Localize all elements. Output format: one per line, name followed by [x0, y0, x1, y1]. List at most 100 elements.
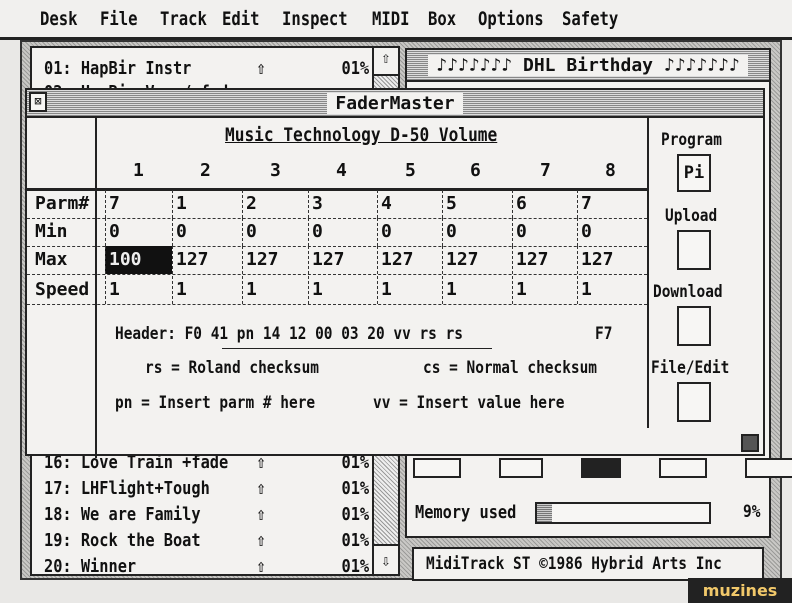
track-percent: 01% [341, 452, 370, 473]
program-label: Program [661, 130, 722, 150]
column-header: 8 [605, 160, 616, 181]
menu-track[interactable]: Track [160, 8, 207, 30]
value-cell[interactable]: 1 [105, 276, 172, 304]
track-row[interactable]: 17: LHFlight+Tough ⇧ 01% [44, 478, 369, 499]
value-cell[interactable]: 0 [242, 218, 308, 246]
menu-edit[interactable]: Edit [222, 8, 260, 30]
file-edit-button[interactable] [677, 382, 711, 422]
menu-safety[interactable]: Safety [562, 8, 619, 30]
fadermaster-window: ⊠ FaderMaster Music Technology D-50 Volu… [25, 88, 765, 458]
value-cell[interactable]: 4 [377, 190, 442, 218]
header-end: F7 [595, 324, 613, 344]
track-row[interactable]: 01: HapBir Instr ⇧ 01% [44, 58, 370, 79]
play-button[interactable] [499, 458, 543, 478]
value-cell[interactable]: 1 [512, 276, 577, 304]
value-cell[interactable]: 2 [242, 190, 308, 218]
rewind-forward-button[interactable] [659, 458, 707, 478]
divider [27, 304, 647, 305]
stop-button[interactable] [413, 458, 461, 478]
column-header: 4 [336, 160, 347, 181]
menu-midi[interactable]: MIDI [372, 8, 410, 30]
value-cell[interactable]: 1 [377, 276, 442, 304]
value-cell[interactable]: 1 [172, 190, 242, 218]
value-cell[interactable]: 127 [308, 246, 377, 274]
row-label: Max [35, 249, 68, 270]
fadermaster-title: FaderMaster [327, 92, 463, 114]
value-cell[interactable]: 0 [105, 218, 172, 246]
value-cell[interactable]: 7 [105, 190, 172, 218]
close-icon[interactable]: ⊠ [29, 92, 47, 112]
value-cell[interactable]: 0 [377, 218, 442, 246]
row-label: Min [35, 221, 68, 242]
divider [27, 218, 647, 219]
divider [27, 246, 647, 247]
value-cell[interactable]: 0 [172, 218, 242, 246]
track-percent: 01% [341, 530, 370, 551]
track-row[interactable]: 02: HapBir Voc / fade [44, 82, 237, 92]
menu-options[interactable]: Options [478, 8, 544, 30]
value-cell[interactable]: 0 [512, 218, 577, 246]
track-row[interactable]: 18: We are Family ⇧ 01% [44, 504, 369, 525]
value-cell[interactable]: 100 [105, 246, 172, 274]
column-header: 3 [270, 160, 281, 181]
value-cell[interactable]: 3 [308, 190, 377, 218]
credits-box: MidiTrack ST ©1986 Hybrid Arts Inc [412, 547, 764, 581]
track-percent: 01% [341, 478, 370, 499]
file-edit-label: File/Edit [651, 358, 730, 378]
menu-inspect[interactable]: Inspect [282, 8, 348, 30]
divider [222, 348, 492, 349]
track-name: 18: We are Family [44, 504, 201, 525]
track-name: 17: LHFlight+Tough [44, 478, 210, 499]
column-header: 6 [470, 160, 481, 181]
download-button[interactable] [677, 306, 711, 346]
value-cell[interactable]: 1 [242, 276, 308, 304]
column-header: 1 [133, 160, 144, 181]
pause-button[interactable] [581, 458, 621, 478]
divider [95, 118, 97, 458]
divider [27, 274, 647, 275]
program-button[interactable]: Pi [677, 154, 711, 192]
value-cell[interactable]: 127 [442, 246, 512, 274]
menu-bar: Desk File Track Edit Inspect MIDI Box Options Sa… [0, 0, 792, 40]
value-cell[interactable]: 127 [377, 246, 442, 274]
value-cell[interactable]: 127 [172, 246, 242, 274]
divider [647, 118, 649, 428]
scroll-down-button[interactable]: ⇩ [374, 544, 398, 574]
row-label: Parm# [35, 193, 90, 214]
value-cell[interactable]: 6 [512, 190, 577, 218]
column-header: 7 [540, 160, 551, 181]
song-title: ♪♪♪♪♪♪♪ DHL Birthday ♪♪♪♪♪♪♪ [428, 54, 748, 76]
menu-desk[interactable]: Desk [40, 8, 78, 30]
value-cell[interactable]: 5 [442, 190, 512, 218]
song-title-bar[interactable]: ♪♪♪♪♪♪♪ DHL Birthday ♪♪♪♪♪♪♪ [407, 50, 769, 82]
value-cell[interactable]: 0 [577, 218, 647, 246]
row-label: Speed [35, 279, 90, 300]
value-cell[interactable]: 1 [577, 276, 647, 304]
track-row[interactable]: 16: Love Train +fade ⇧ 01% [44, 452, 369, 473]
value-cell[interactable]: 127 [577, 246, 647, 274]
memory-bar [535, 502, 711, 524]
value-cell[interactable]: 1 [442, 276, 512, 304]
credits-text: MidiTrack ST ©1986 Hybrid Arts Inc [426, 554, 722, 574]
value-cell[interactable]: 7 [577, 190, 647, 218]
resize-handle[interactable] [741, 434, 759, 452]
table-heading: Music Technology D-50 Volume [225, 124, 498, 146]
track-row[interactable]: 19: Rock the Boat ⇧ 01% [44, 530, 369, 551]
upload-label: Upload [665, 206, 718, 226]
track-name: 20: Winner [44, 556, 137, 577]
memory-label: Memory used [415, 502, 517, 523]
value-cell[interactable]: 1 [308, 276, 377, 304]
fadermaster-title-bar[interactable]: ⊠ FaderMaster [27, 90, 763, 118]
value-cell[interactable]: 0 [442, 218, 512, 246]
menu-box[interactable]: Box [428, 8, 457, 30]
scroll-up-button[interactable]: ⇧ [374, 48, 398, 76]
upload-button[interactable] [677, 230, 711, 270]
track-row[interactable]: 20: Winner ⇧ 01% [44, 556, 369, 577]
value-cell[interactable]: 127 [512, 246, 577, 274]
menu-file[interactable]: File [100, 8, 138, 30]
value-cell[interactable]: 127 [242, 246, 308, 274]
download-label: Download [653, 282, 723, 302]
record-button[interactable] [745, 458, 792, 478]
value-cell[interactable]: 1 [172, 276, 242, 304]
value-cell[interactable]: 0 [308, 218, 377, 246]
